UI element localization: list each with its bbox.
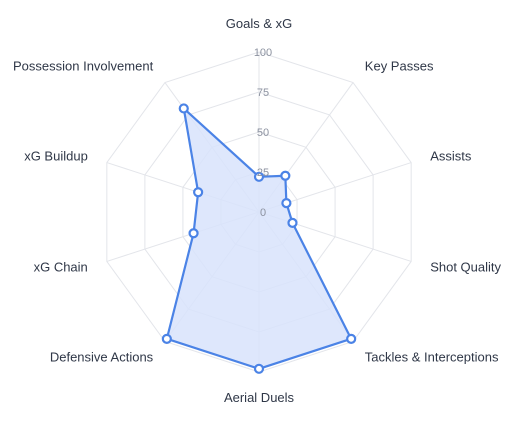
data-point-3	[281, 198, 292, 209]
axis-label-layer: Goals & xG Key Passes Assists Shot Quality T…	[13, 16, 501, 405]
data-point-8	[188, 228, 199, 239]
series-layer	[161, 103, 357, 374]
data-point-7	[161, 333, 172, 344]
tick-layer: 0 25 50 75 100	[254, 47, 272, 219]
data-point-4	[287, 217, 298, 228]
axis-label-4: Shot Quality	[430, 260, 501, 275]
tick-label-25: 25	[257, 167, 269, 179]
axis-label-3: Assists	[430, 148, 472, 163]
tick-label-75: 75	[257, 87, 269, 99]
axis-label-7: Defensive Actions	[50, 350, 154, 365]
data-point-6	[253, 363, 265, 374]
data-point-1	[253, 171, 265, 182]
axis-label-6: Aerial Duels	[224, 390, 295, 405]
data-point-10	[178, 103, 189, 114]
axis-label-10: Possession Involvement	[13, 58, 154, 73]
axis-label-1: Goals & xG	[226, 16, 292, 31]
tick-label-0: 0	[260, 207, 266, 219]
axis-label-9: xG Buildup	[24, 148, 88, 163]
axis-label-8: xG Chain	[34, 260, 88, 275]
tick-label-50: 50	[257, 127, 269, 139]
axis-label-5: Tackles & Interceptions	[365, 350, 499, 365]
data-point-2	[280, 170, 291, 181]
data-point-9	[193, 187, 204, 198]
data-point-5	[346, 333, 357, 344]
tick-label-100: 100	[254, 47, 272, 59]
axis-label-2: Key Passes	[365, 58, 434, 73]
